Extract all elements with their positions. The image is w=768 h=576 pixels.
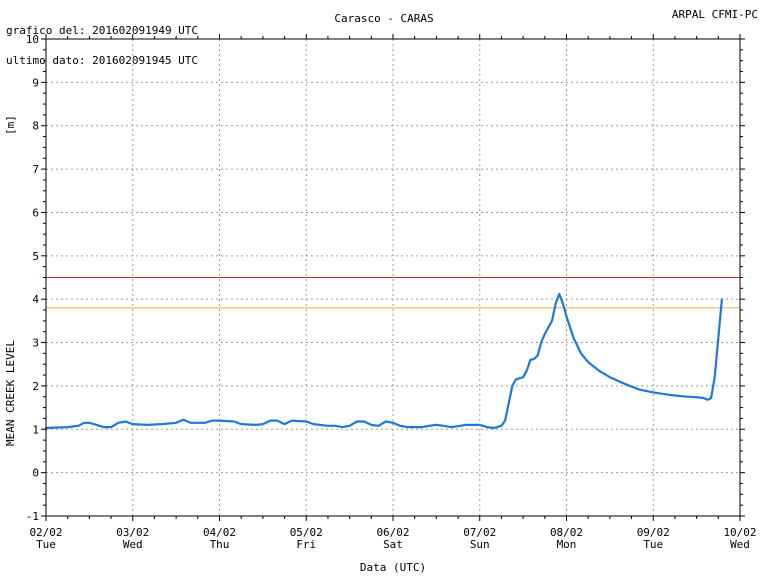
last-data-time-label: ultimo dato: 201602091945 UTC: [6, 54, 199, 67]
series: [44, 292, 724, 430]
axes: -101234567891002/02Tue03/02Wed04/02Thu05…: [26, 33, 757, 551]
y-axis-title: MEAN CREEK LEVEL: [4, 340, 17, 446]
y-tick-label: 6: [32, 206, 39, 219]
x-tick-label-date: 09/02: [637, 526, 670, 539]
x-tick-label-day: Sat: [383, 538, 403, 551]
x-tick-label-day: Tue: [36, 538, 56, 551]
y-tick-label: -1: [26, 510, 39, 523]
x-tick-label-day: Wed: [730, 538, 750, 551]
y-tick-label: 0: [32, 467, 39, 480]
x-tick-label-date: 08/02: [550, 526, 583, 539]
thresholds: [46, 277, 740, 309]
x-tick-label-date: 06/02: [376, 526, 409, 539]
x-tick-label-day: Wed: [123, 538, 143, 551]
y-tick-label: 9: [32, 76, 39, 89]
y-tick-label: 4: [32, 293, 39, 306]
series-line: [44, 292, 724, 430]
source-label: ARPAL CFMI-PC: [671, 8, 758, 21]
x-tick-label-date: 10/02: [723, 526, 756, 539]
y-tick-label: 3: [32, 337, 39, 350]
x-tick-label-day: Tue: [643, 538, 663, 551]
x-tick-label-date: 03/02: [116, 526, 149, 539]
x-tick-label-date: 07/02: [463, 526, 496, 539]
x-tick-label-day: Sun: [470, 538, 490, 551]
y-tick-label: 10: [26, 33, 39, 46]
x-tick-label-date: 02/02: [29, 526, 62, 539]
y-tick-label: 1: [32, 423, 39, 436]
x-tick-label-day: Mon: [557, 538, 577, 551]
y-tick-label: 2: [32, 380, 39, 393]
x-tick-label-date: 04/02: [203, 526, 236, 539]
x-tick-label-day: Fri: [296, 538, 316, 551]
x-tick-label-day: Thu: [210, 538, 230, 551]
chart-timestamp-header: grafico del: 201602091949 UTC ultimo dat…: [6, 6, 198, 76]
x-axis-title: Data (UTC): [360, 561, 426, 574]
y-tick-label: 5: [32, 250, 39, 263]
y-axis-unit: [m]: [4, 115, 17, 135]
graph-time-label: grafico del: 201602091949 UTC: [6, 24, 199, 37]
grid: [46, 39, 740, 516]
x-tick-label-date: 05/02: [290, 526, 323, 539]
y-tick-label: 7: [32, 163, 39, 176]
y-tick-label: 8: [32, 120, 39, 133]
chart-title: Carasco - CARAS: [334, 12, 434, 25]
